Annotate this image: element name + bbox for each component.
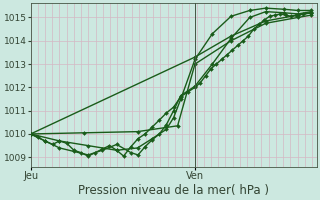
X-axis label: Pression niveau de la mer( hPa ): Pression niveau de la mer( hPa ) <box>78 184 269 197</box>
